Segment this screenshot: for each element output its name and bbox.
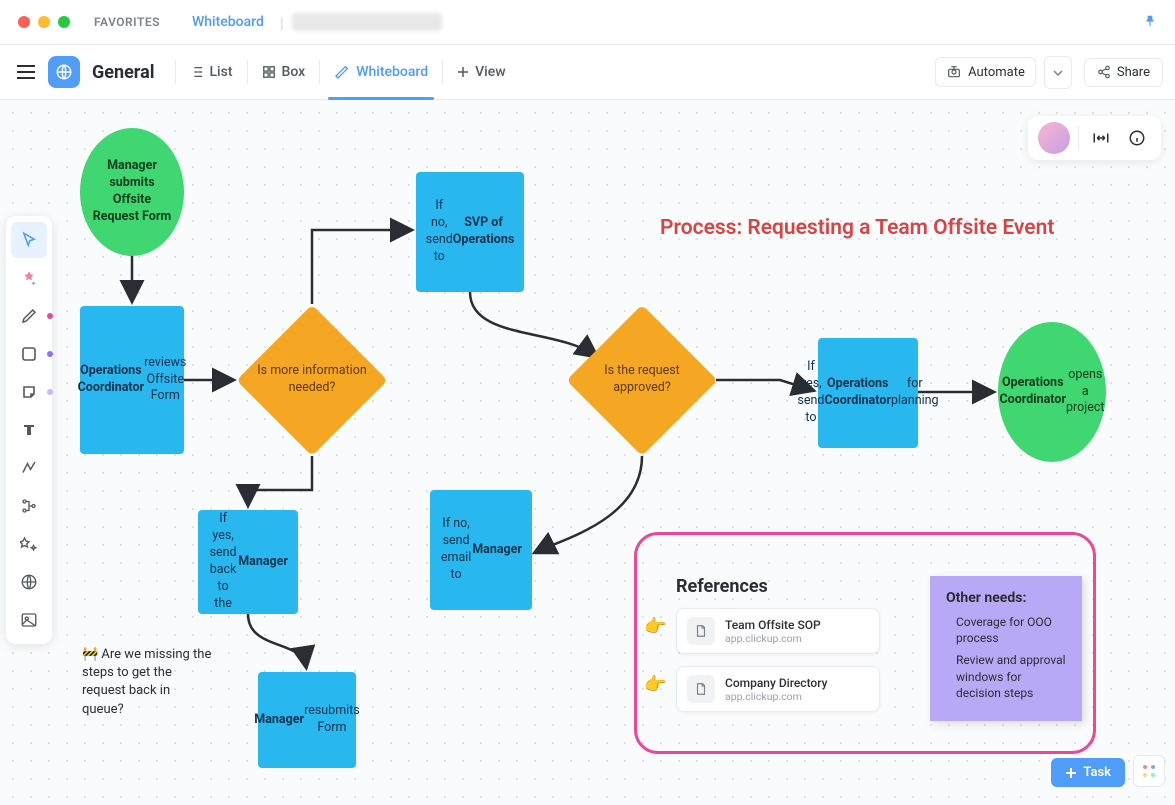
automate-button[interactable]: Automate [935, 57, 1036, 87]
fit-width-icon[interactable] [1087, 124, 1115, 152]
menu-icon[interactable] [12, 58, 40, 86]
tool-palette [6, 216, 52, 644]
breadcrumb-whiteboard[interactable]: Whiteboard [184, 10, 272, 34]
reference-name: Company Directory [725, 676, 827, 690]
info-icon[interactable] [1123, 124, 1151, 152]
canvas-top-right-controls [1028, 116, 1161, 160]
task-label: Task [1083, 765, 1111, 780]
process-title: Process: Requesting a Team Offsite Event [660, 216, 1054, 240]
reference-url: app.clickup.com [725, 690, 827, 703]
tab-whiteboard[interactable]: Whiteboard [320, 45, 442, 99]
sticky-item: Review and approval windows for decision… [946, 652, 1066, 701]
flowchart-node-n5[interactable]: If yes, send back to the Manager [198, 510, 298, 614]
flowchart-node-n3[interactable]: Is more information needed? [238, 304, 386, 456]
doc-icon [687, 675, 715, 703]
tool-generate[interactable] [11, 260, 47, 296]
reference-name: Team Offsite SOP [725, 618, 821, 632]
tool-connector[interactable] [11, 450, 47, 486]
breadcrumb-obscured [292, 13, 442, 31]
doc-icon [687, 617, 715, 645]
space-icon[interactable] [48, 56, 80, 88]
sticky-note[interactable]: Other needs: Coverage for OOO process Re… [930, 576, 1082, 721]
reference-url: app.clickup.com [725, 632, 821, 645]
minimize-window[interactable] [38, 16, 50, 28]
tab-list[interactable]: List [176, 45, 247, 99]
tool-sticky[interactable] [11, 374, 47, 410]
pointing-emoji: 👉 [644, 616, 666, 637]
tool-hierarchy[interactable] [11, 488, 47, 524]
tool-pen[interactable] [11, 298, 47, 334]
share-label: Share [1117, 65, 1150, 80]
tab-add-view[interactable]: View [443, 45, 520, 99]
tool-text[interactable] [11, 412, 47, 448]
tab-whiteboard-label: Whiteboard [356, 64, 428, 80]
tool-cursor[interactable] [11, 222, 47, 258]
canvas-note[interactable]: 🚧 Are we missing the steps to get the re… [82, 646, 212, 719]
sticky-item: Coverage for OOO process [946, 614, 1066, 646]
main-toolbar: General List Box Whiteboard View Automat… [0, 44, 1175, 100]
flowchart-node-n8[interactable]: If no, send email to Manager [430, 490, 532, 610]
space-name[interactable]: General [92, 62, 155, 83]
pointing-emoji: 👉 [644, 674, 666, 695]
apps-button[interactable] [1133, 755, 1165, 787]
pin-icon[interactable] [1143, 13, 1157, 32]
automate-label: Automate [968, 65, 1025, 80]
close-window[interactable] [18, 16, 30, 28]
flowchart-node-n2[interactable]: Operations Coordinator reviews Offsite F… [80, 306, 184, 454]
flowchart-node-n4[interactable]: If no, send to SVP of Operations [416, 172, 524, 292]
flowchart-node-n1[interactable]: Manager submits Offsite Request Form [80, 128, 184, 256]
favorites-label: FAVORITES [94, 15, 160, 29]
window-controls [18, 16, 70, 28]
tool-image[interactable] [11, 602, 47, 638]
user-avatar[interactable] [1038, 122, 1070, 154]
tab-list-label: List [210, 64, 233, 80]
tab-box[interactable]: Box [248, 45, 320, 99]
breadcrumb-sep: | [280, 13, 284, 32]
flowchart-node-n6[interactable]: Manager resubmits Form [258, 672, 356, 768]
reference-card[interactable]: Team Offsite SOPapp.clickup.com [676, 608, 880, 654]
automate-dropdown[interactable] [1044, 56, 1072, 89]
share-button[interactable]: Share [1084, 58, 1163, 87]
tool-web[interactable] [11, 564, 47, 600]
flowchart-node-n7[interactable]: Is the request approved? [568, 304, 716, 456]
tool-ai[interactable] [11, 526, 47, 562]
view-tabs: List Box Whiteboard View [175, 45, 520, 99]
flowchart-node-n10[interactable]: Operations Coordinator opens a project [998, 322, 1106, 462]
titlebar: FAVORITES Whiteboard | [0, 0, 1175, 44]
tab-add-view-label: View [475, 64, 506, 80]
new-task-button[interactable]: Task [1051, 758, 1125, 787]
maximize-window[interactable] [58, 16, 70, 28]
flowchart-node-n9[interactable]: If yes, send to Operations Coordinator f… [818, 338, 918, 448]
tab-box-label: Box [282, 64, 306, 80]
reference-card[interactable]: Company Directoryapp.clickup.com [676, 666, 880, 712]
sticky-title: Other needs: [946, 590, 1066, 606]
tool-shape[interactable] [11, 336, 47, 372]
references-title: References [676, 576, 768, 597]
